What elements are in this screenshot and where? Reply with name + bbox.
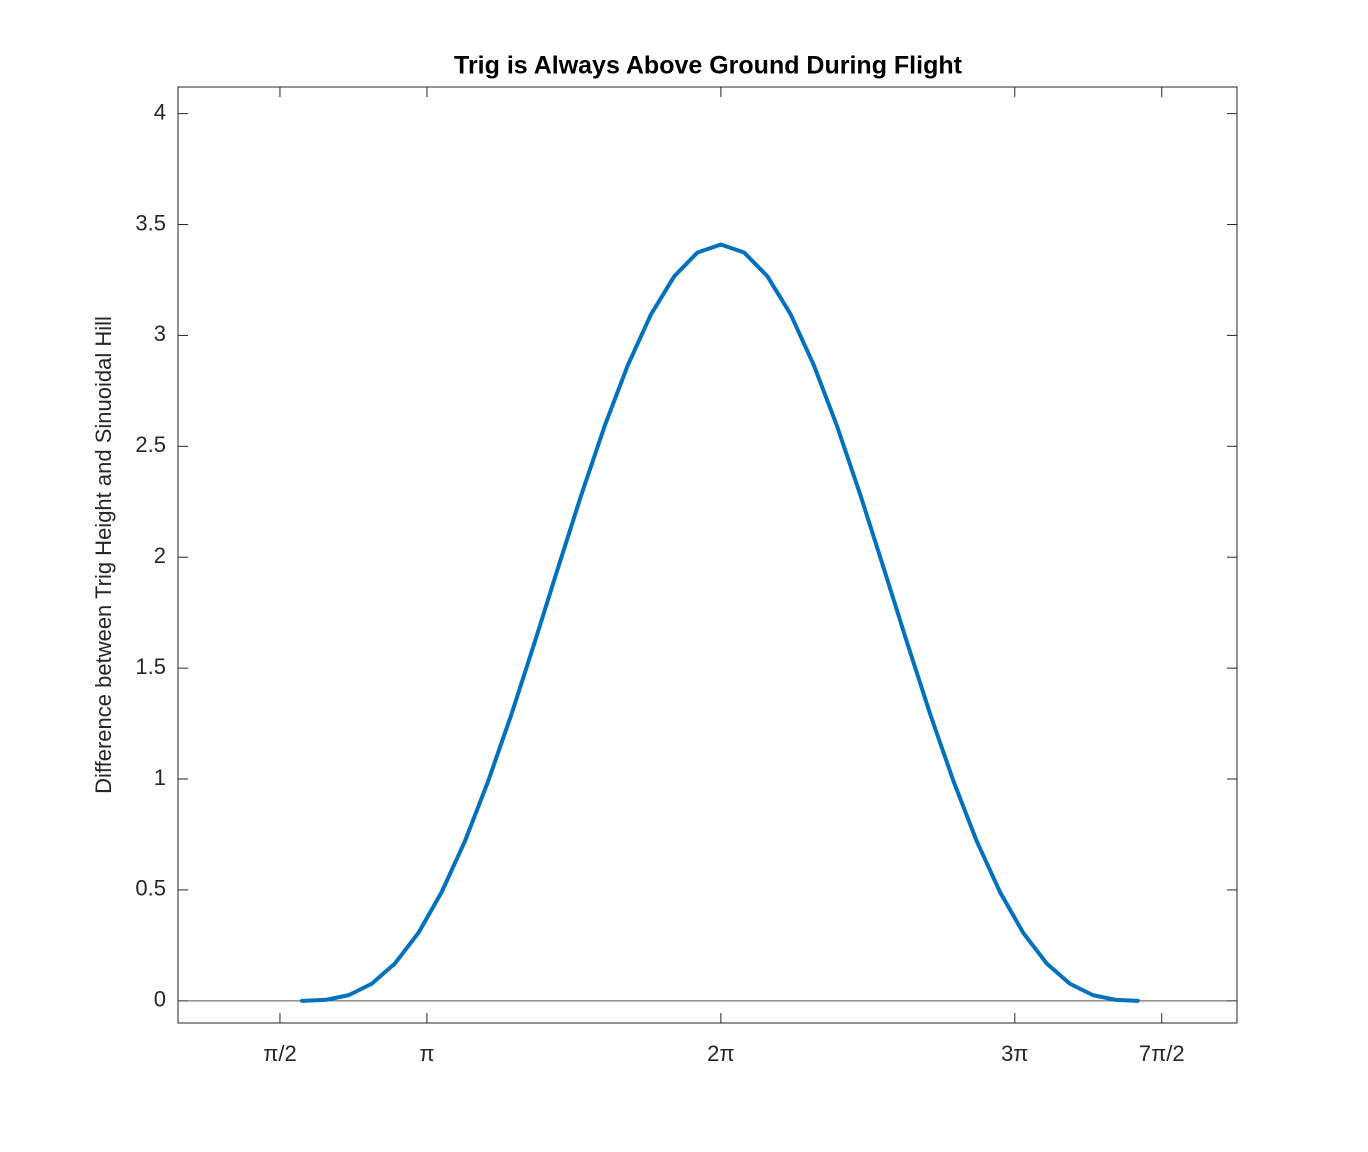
x-tick-label: π: [419, 1041, 434, 1066]
y-tick-label: 3.5: [135, 210, 166, 235]
chart-title: Trig is Always Above Ground During Fligh…: [454, 52, 963, 80]
data-line: [299, 242, 1140, 1003]
y-tick-label: 2: [154, 543, 166, 568]
y-tick-label: 0: [154, 987, 166, 1012]
y-tick-label: 1: [154, 765, 166, 790]
y-tick-label: 3: [154, 321, 166, 346]
y-tick-label: 0.5: [135, 876, 166, 901]
y-tick-label: 1.5: [135, 654, 166, 679]
axes-box: [177, 86, 1238, 1024]
x-tick-label: 2π: [707, 1041, 734, 1066]
y-axis-label: Difference between Trig Height and Sinuo…: [91, 316, 116, 794]
x-tick-label: π/2: [263, 1041, 297, 1066]
x-tick-label: 3π: [1001, 1041, 1028, 1066]
y-tick-label: 4: [154, 99, 166, 124]
x-tick-label: 7π/2: [1139, 1041, 1185, 1066]
y-tick-label: 2.5: [135, 432, 166, 457]
